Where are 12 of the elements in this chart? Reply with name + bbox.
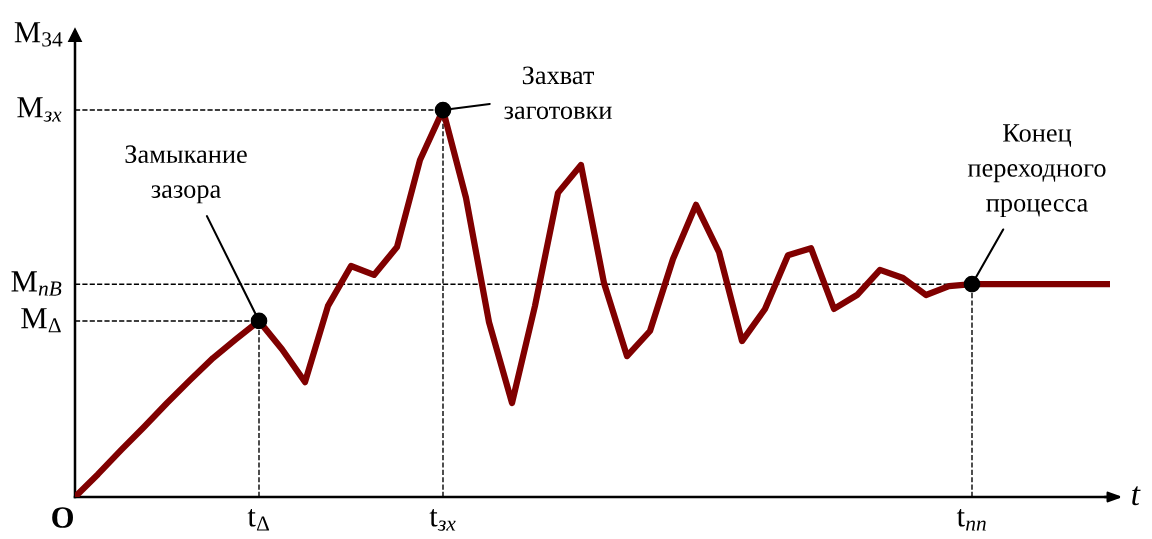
ref-line-label: M$_{пВ}$ bbox=[11, 271, 62, 296]
y-axis-title: M$_{34}$ bbox=[14, 22, 63, 47]
annotation: Захват заготовки bbox=[504, 66, 612, 120]
x-tick-label: t$_{пп}$ bbox=[956, 509, 986, 531]
ref-line-label: M$_{Δ}$ bbox=[21, 308, 61, 333]
x-tick-label: t$_{зх}$ bbox=[429, 509, 456, 531]
x-tick-label: t$_{Δ}$ bbox=[247, 509, 270, 531]
text: O bbox=[52, 507, 73, 528]
x-axis-title: t bbox=[1132, 486, 1141, 506]
annotation: Замыкание зазора bbox=[125, 145, 247, 204]
ref-line-label: M$_{зх}$ bbox=[17, 97, 62, 122]
annotation: Конец переходного процесса bbox=[967, 124, 1106, 218]
